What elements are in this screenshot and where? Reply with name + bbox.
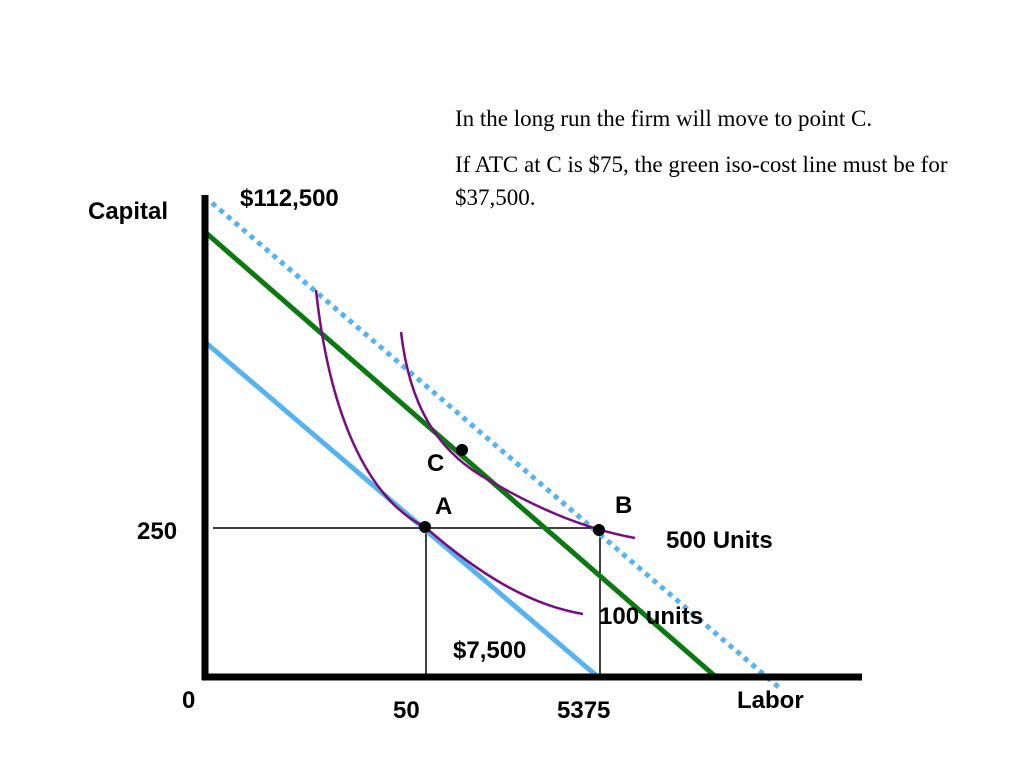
point-label: A (435, 493, 452, 520)
labor-level: 50 (393, 697, 420, 724)
isocost-blue (203, 340, 600, 679)
cost-label: $7,500 (453, 637, 526, 664)
x-axis-label: Labor (737, 687, 804, 714)
isoquant-label: 500 Units (666, 527, 773, 554)
point-a (419, 521, 431, 533)
isoquant-label: 100 units (599, 603, 703, 630)
note: If ATC at C is $75, the green iso-cost l… (455, 152, 948, 210)
point-label: B (615, 492, 632, 519)
cost-label: $112,500 (240, 185, 339, 212)
isoquant-500 (399, 331, 636, 540)
y-axis-label: Capital (88, 198, 168, 225)
isocost-dotted (210, 201, 784, 692)
point-label: C (427, 450, 444, 477)
origin-label: 0 (182, 687, 195, 714)
notes: In the long run the firm will move to po… (455, 102, 1000, 227)
capital-level: 250 (137, 518, 177, 545)
labor-level: 5375 (557, 697, 610, 724)
point-b (593, 524, 605, 536)
point-c (456, 444, 468, 456)
note: In the long run the firm will move to po… (455, 106, 873, 131)
